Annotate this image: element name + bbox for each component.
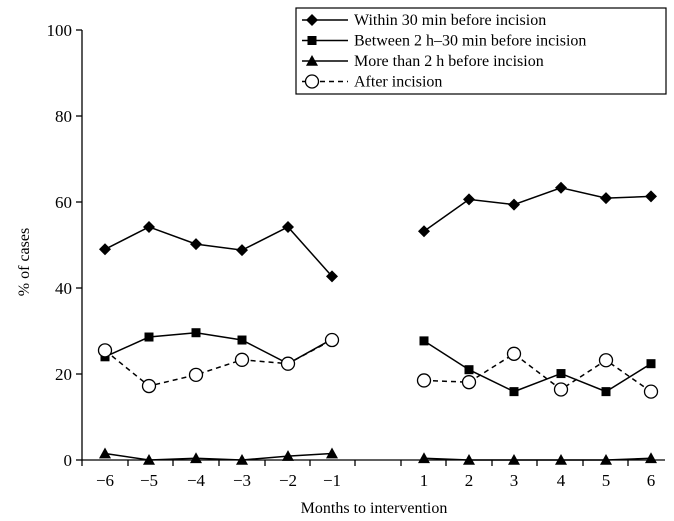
x-tick-label: −2 (279, 471, 297, 490)
legend-entry: Between 2 h–30 min before incision (302, 33, 586, 50)
data-point (598, 353, 614, 368)
legend-label: After incision (354, 74, 442, 91)
x-tick-label: 6 (647, 471, 656, 490)
data-point (282, 450, 294, 461)
data-point (508, 454, 520, 465)
chart-axes: 0 20 40 60 80 100 −6 −5 −4 −3 −2 −1 1 2 3 4 5 6 (47, 21, 665, 490)
data-point (646, 359, 656, 369)
data-point (643, 384, 659, 399)
series-line (104, 339, 333, 387)
data-point (188, 367, 204, 383)
x-tick-label: −5 (140, 471, 158, 490)
data-point (236, 244, 248, 257)
data-point (645, 190, 657, 203)
data-point (141, 378, 157, 394)
data-point (463, 454, 475, 465)
x-tick-label: 4 (557, 471, 566, 490)
data-point (645, 452, 657, 464)
series-line (104, 226, 333, 277)
legend-marker (306, 55, 318, 66)
series-line (423, 457, 652, 461)
series-4 (97, 332, 659, 399)
data-point (326, 270, 338, 283)
y-tick-label: 40 (55, 279, 72, 298)
data-point (282, 220, 294, 233)
data-point (419, 336, 429, 346)
data-point (556, 369, 566, 379)
data-point (143, 220, 155, 233)
series-line (423, 187, 652, 232)
data-point (99, 447, 111, 459)
legend-label: Between 2 h–30 min before incision (354, 33, 586, 50)
x-tick-label: −1 (323, 471, 341, 490)
x-tick-label: 2 (465, 471, 474, 490)
legend-marker (304, 74, 320, 89)
y-tick-label: 20 (55, 365, 72, 384)
data-point (600, 454, 612, 465)
data-point (236, 454, 248, 465)
data-point (600, 192, 612, 205)
y-axis-title: % of cases (16, 228, 33, 296)
data-point (326, 447, 338, 459)
data-point (143, 454, 155, 465)
data-point (553, 382, 569, 397)
legend-entry: Within 30 min before incision (302, 12, 546, 29)
data-point (601, 387, 611, 397)
legend-entry: After incision (302, 74, 442, 91)
x-tick-label: 5 (602, 471, 611, 490)
y-tick-label: 100 (47, 21, 73, 40)
y-tick-label: 60 (55, 193, 72, 212)
series-3 (99, 447, 657, 465)
x-tick-label: −3 (233, 471, 251, 490)
legend-entry: More than 2 h before incision (302, 53, 544, 70)
legend: Within 30 min before incision Between 2 h… (295, 7, 667, 95)
data-point (190, 452, 202, 464)
data-point (555, 181, 567, 194)
legend-marker (307, 36, 317, 45)
legend-marker (306, 14, 318, 26)
x-tick-label: −4 (187, 471, 206, 490)
data-point (509, 387, 519, 397)
data-point (418, 225, 430, 238)
legend-label: More than 2 h before incision (354, 53, 544, 70)
data-point (191, 328, 201, 338)
series-1 (99, 181, 657, 283)
series-2 (100, 328, 656, 397)
data-point (418, 452, 430, 464)
legend-box (295, 7, 667, 95)
data-point (237, 335, 247, 345)
y-tick-label: 80 (55, 107, 72, 126)
data-point (280, 356, 296, 371)
data-point (508, 198, 520, 211)
x-tick-label: 1 (420, 471, 429, 490)
data-point (461, 375, 477, 390)
data-point (416, 373, 432, 388)
data-point (99, 243, 111, 256)
plot-area (97, 181, 659, 465)
data-point (234, 352, 250, 367)
series-line (423, 340, 652, 393)
y-tick-label: 0 (64, 451, 73, 470)
legend-label: Within 30 min before incision (354, 12, 546, 29)
x-tick-label: 3 (510, 471, 519, 490)
data-point (555, 454, 567, 465)
data-point (97, 343, 113, 358)
series-line (104, 452, 333, 461)
data-point (506, 346, 522, 361)
data-point (190, 238, 202, 251)
data-point (324, 332, 340, 348)
series-line (423, 352, 652, 393)
x-tick-label: −6 (96, 471, 114, 490)
data-point (464, 365, 474, 375)
data-point (144, 332, 154, 342)
x-axis-title: Months to intervention (301, 500, 448, 517)
data-point (463, 193, 475, 206)
